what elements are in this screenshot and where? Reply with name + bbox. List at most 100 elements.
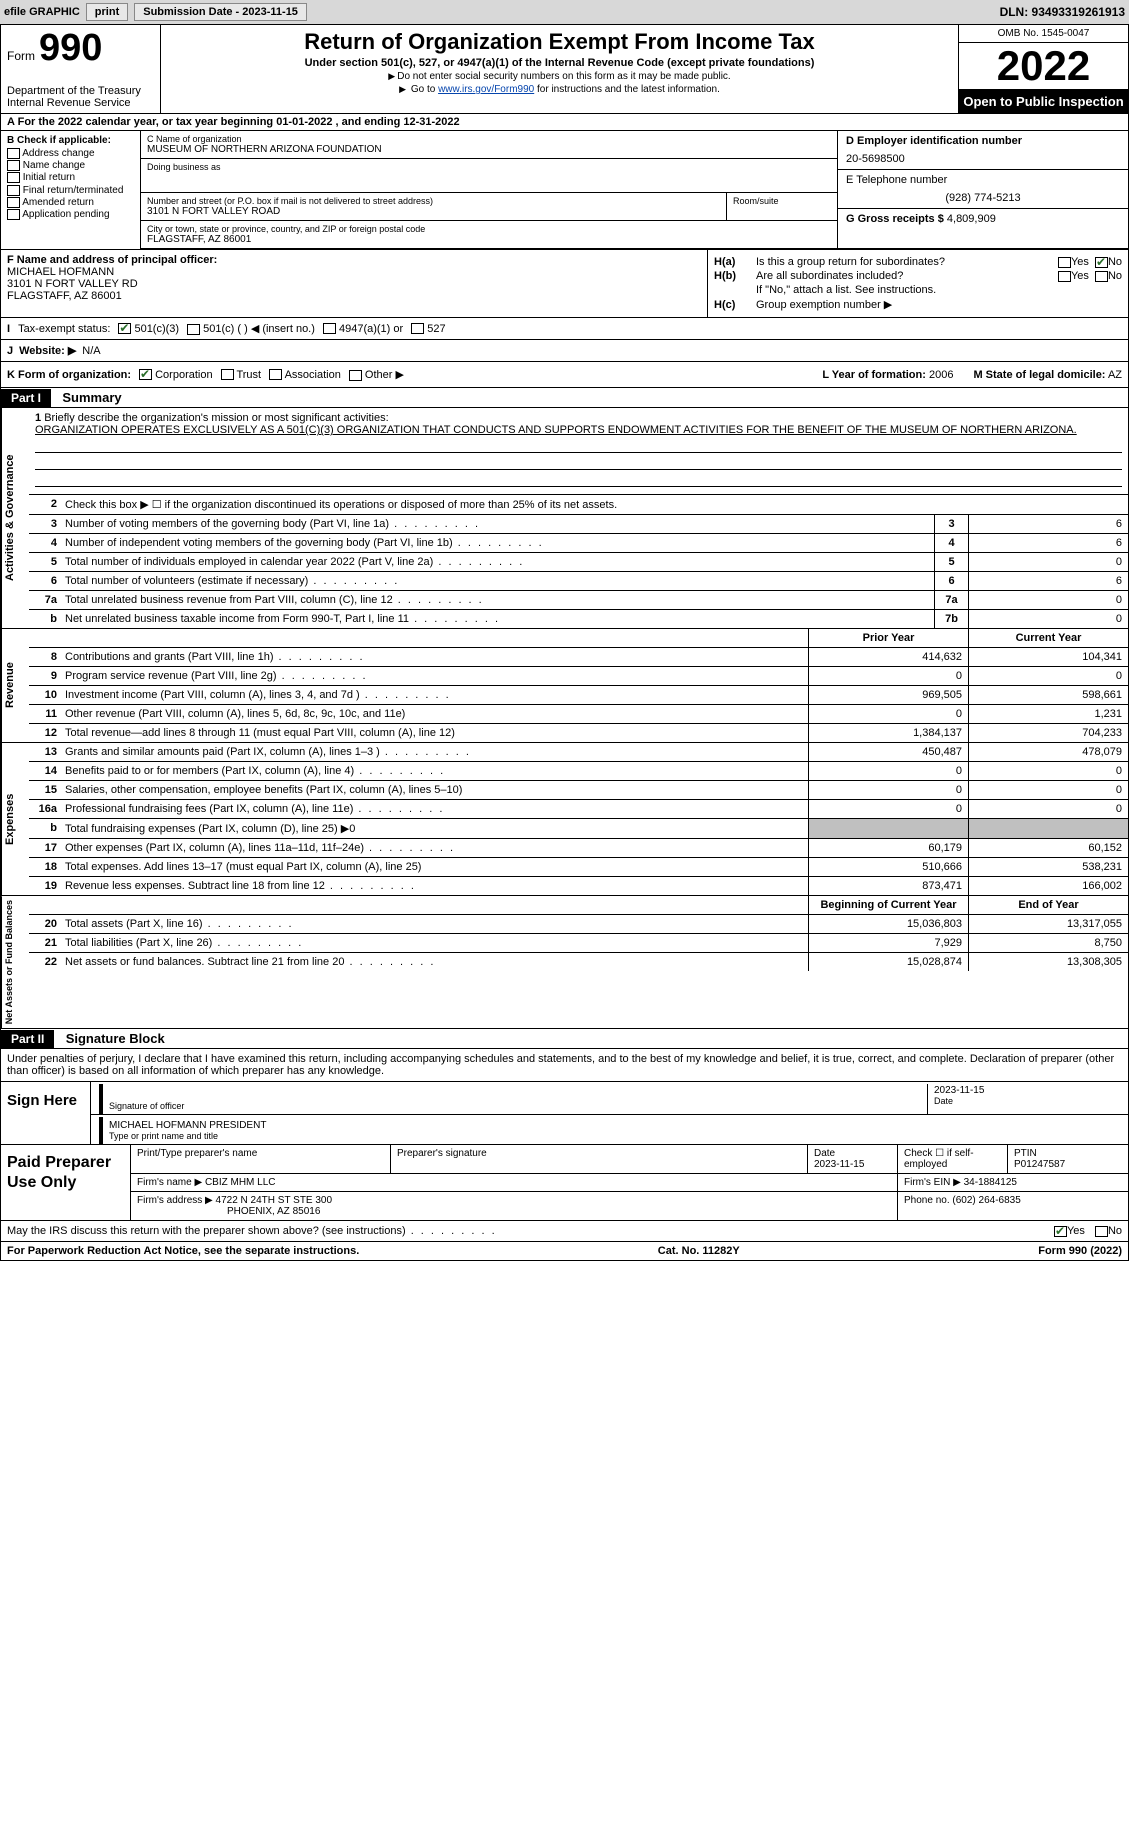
chk-address-change[interactable]: Address change [7, 148, 134, 159]
part2-header-row: Part II Signature Block [1, 1029, 1128, 1049]
hb-yes[interactable]: Yes [1058, 270, 1089, 282]
footer-mid: Cat. No. 11282Y [359, 1245, 1038, 1257]
mission-uline2 [35, 456, 1122, 470]
page-footer: For Paperwork Reduction Act Notice, see … [1, 1242, 1128, 1260]
line-7a: 7a Total unrelated business revenue from… [29, 591, 1128, 610]
line-21: 21Total liabilities (Part X, line 26)7,9… [29, 934, 1128, 953]
gross-value: 4,809,909 [947, 213, 996, 225]
begin-year-hdr: Beginning of Current Year [808, 896, 968, 914]
header-right: OMB No. 1545-0047 2022 Open to Public In… [958, 25, 1128, 113]
tel-label: E Telephone number [846, 174, 1120, 186]
goto-post: for instructions and the latest informat… [534, 84, 720, 95]
prep-fein-cell: Firm's EIN ▶ 34-1884125 [898, 1174, 1128, 1191]
line-4-box: 4 [934, 534, 968, 552]
line-7b-val: 0 [968, 610, 1128, 628]
line-2-num: 2 [29, 495, 61, 514]
hb-no[interactable]: No [1095, 270, 1122, 282]
chk-4947[interactable]: 4947(a)(1) or [323, 323, 403, 335]
line-4-desc: Number of independent voting members of … [61, 534, 934, 552]
chk-name-change[interactable]: Name change [7, 160, 134, 171]
street-value: 3101 N FORT VALLEY ROAD [147, 206, 720, 217]
chk-527[interactable]: 527 [411, 323, 445, 335]
line-7b-desc: Net unrelated business taxable income fr… [61, 610, 934, 628]
chk-initial-return[interactable]: Initial return [7, 172, 134, 183]
col-b-title: B Check if applicable: [7, 135, 134, 146]
part1-header-row: Part I Summary [1, 388, 1128, 408]
org-name-address-block: C Name of organization MUSEUM OF NORTHER… [141, 131, 838, 248]
tel-cell: E Telephone number (928) 774-5213 [838, 170, 1128, 209]
line-6-box: 6 [934, 572, 968, 590]
col-c-org-info: C Name of organization MUSEUM OF NORTHER… [141, 131, 1128, 249]
chk-amended[interactable]: Amended return [7, 197, 134, 208]
line-5-box: 5 [934, 553, 968, 571]
line-12: 12Total revenue—add lines 8 through 11 (… [29, 724, 1128, 742]
net-col-headers: Beginning of Current Year End of Year [29, 896, 1128, 915]
chk-other[interactable]: Other ▶ [349, 368, 404, 381]
irs-link[interactable]: www.irs.gov/Form990 [438, 84, 534, 95]
mission-num: 1 [35, 412, 41, 424]
line-7a-box: 7a [934, 591, 968, 609]
line-5-num: 5 [29, 553, 61, 571]
line-7b-num: b [29, 610, 61, 628]
col-f-officer: F Name and address of principal officer:… [1, 250, 708, 317]
discuss-yes[interactable]: Yes [1054, 1225, 1085, 1237]
prior-year-hdr: Prior Year [808, 629, 968, 647]
line-3-desc: Number of voting members of the governin… [61, 515, 934, 533]
chk-501c[interactable]: 501(c) ( ) ◀ (insert no.) [187, 322, 315, 335]
paid-preparer-block: Paid Preparer Use Only Print/Type prepar… [1, 1145, 1128, 1221]
row-a-text: For the 2022 calendar year, or tax year … [18, 116, 460, 128]
line-3: 3 Number of voting members of the govern… [29, 515, 1128, 534]
city-cell: City or town, state or province, country… [141, 221, 837, 248]
line-7a-val: 0 [968, 591, 1128, 609]
line-11: 11Other revenue (Part VIII, column (A), … [29, 705, 1128, 724]
m-block: M State of legal domicile: AZ [973, 369, 1122, 381]
website-value: N/A [82, 345, 100, 357]
vside-net-assets: Net Assets or Fund Balances [1, 896, 29, 1028]
tel-value: (928) 774-5213 [846, 192, 1120, 204]
header-middle: Return of Organization Exempt From Incom… [161, 25, 958, 113]
ha-yes[interactable]: Yes [1058, 256, 1089, 268]
discuss-no[interactable]: No [1095, 1225, 1122, 1237]
footer-right: Form 990 (2022) [1038, 1245, 1122, 1257]
print-button[interactable]: print [86, 3, 128, 21]
line-10: 10Investment income (Part VIII, column (… [29, 686, 1128, 705]
prep-date-cell: Date2023-11-15 [808, 1145, 898, 1173]
omb-number: OMB No. 1545-0047 [959, 25, 1128, 43]
line-2-desc: Check this box ▶ ☐ if the organization d… [61, 495, 1128, 514]
paid-preparer-label: Paid Preparer Use Only [1, 1145, 131, 1220]
note-ssn: Do not enter social security numbers on … [169, 71, 950, 82]
line-20: 20Total assets (Part X, line 16)15,036,8… [29, 915, 1128, 934]
ha-no[interactable]: No [1095, 256, 1122, 268]
line-4-num: 4 [29, 534, 61, 552]
prep-name-cell: Print/Type preparer's name [131, 1145, 391, 1173]
goto-pre: Go to [411, 84, 438, 95]
revenue-block: Revenue Prior Year Current Year 8Contrib… [1, 629, 1128, 743]
prep-sig-cell: Preparer's signature [391, 1145, 808, 1173]
dba-label: Doing business as [147, 162, 831, 172]
tax-status-label: Tax-exempt status: [18, 323, 110, 335]
submission-date-button[interactable]: Submission Date - 2023-11-15 [134, 3, 307, 21]
line-16b: bTotal fundraising expenses (Part IX, co… [29, 819, 1128, 839]
header-left: Form 990 Department of the Treasury Inte… [1, 25, 161, 113]
line-6-num: 6 [29, 572, 61, 590]
chk-501c3[interactable]: 501(c)(3) [118, 323, 179, 335]
form-title: Return of Organization Exempt From Incom… [169, 29, 950, 55]
line-3-val: 6 [968, 515, 1128, 533]
chk-corp[interactable]: Corporation [139, 369, 213, 381]
chk-app-pending[interactable]: Application pending [7, 209, 134, 220]
line-19: 19Revenue less expenses. Subtract line 1… [29, 877, 1128, 895]
form-990-num: 990 [39, 29, 102, 67]
line-16b-curr-grey [968, 819, 1128, 838]
discuss-text: May the IRS discuss this return with the… [7, 1225, 497, 1237]
officer-name: MICHAEL HOFMANN [7, 266, 701, 278]
vside-expenses: Expenses [1, 743, 29, 895]
chk-assoc[interactable]: Association [269, 369, 341, 381]
chk-final-return[interactable]: Final return/terminated [7, 185, 134, 196]
prep-faddr-cell: Firm's address ▶ 4722 N 24TH ST STE 300 … [131, 1192, 898, 1220]
row-a-tax-year: A For the 2022 calendar year, or tax yea… [1, 114, 1128, 131]
irs-label: Internal Revenue Service [7, 97, 154, 109]
chk-trust[interactable]: Trust [221, 369, 262, 381]
prep-phone-cell: Phone no. (602) 264-6835 [898, 1192, 1128, 1220]
hb-label: H(b) [714, 270, 756, 282]
row-k-form-org: K Form of organization: Corporation Trus… [1, 362, 1128, 388]
